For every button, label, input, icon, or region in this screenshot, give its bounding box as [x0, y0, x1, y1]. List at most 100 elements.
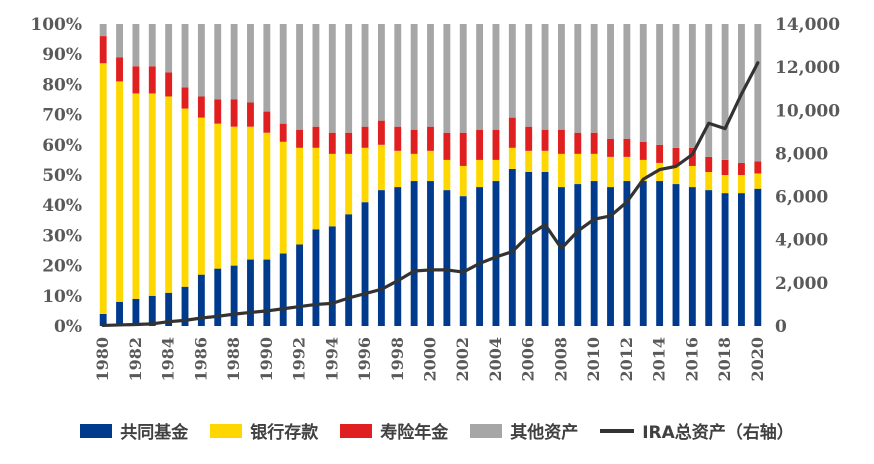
bar-mutual-funds-2007: [541, 171, 549, 326]
ira-point-2014: [659, 169, 661, 171]
ira-point-2010: [593, 218, 595, 220]
bar-mutual-funds-2012: [623, 181, 631, 326]
bar-other-assets-1991: [279, 24, 287, 124]
bar-bank-deposits-2008: [557, 153, 565, 188]
bar-bank-deposits-2011: [607, 156, 614, 188]
ira-point-2009: [577, 230, 579, 232]
bar-mutual-funds-2002: [459, 196, 467, 326]
bar-other-assets-1994: [328, 24, 336, 133]
ira-point-1982: [135, 323, 137, 326]
bar-life-insurance-2001: [443, 132, 451, 160]
bar-mutual-funds-2011: [607, 187, 614, 326]
y-left-tick-label: 60%: [42, 136, 82, 156]
bar-bank-deposits-2006: [525, 150, 533, 172]
x-tick-label: 2016: [682, 337, 701, 382]
bar-bank-deposits-1999: [410, 153, 418, 182]
bar-mutual-funds-2014: [656, 181, 664, 326]
ira-point-2006: [528, 234, 530, 236]
x-tick-label: 2014: [650, 337, 669, 382]
x-tick-label: 2002: [453, 337, 472, 382]
bar-life-insurance-2011: [607, 138, 614, 157]
bar-life-insurance-2020: [754, 161, 762, 174]
bar-mutual-funds-2003: [476, 187, 484, 326]
bar-bank-deposits-1992: [296, 147, 304, 245]
bar-other-assets-2017: [705, 24, 713, 157]
bar-bank-deposits-2004: [492, 159, 500, 182]
bar-bank-deposits-1983: [148, 93, 156, 296]
legend-label-mutual-funds: 共同基金: [120, 423, 189, 443]
bar-life-insurance-2002: [459, 132, 467, 166]
bar-mutual-funds-2006: [525, 171, 533, 326]
ira-point-2005: [511, 250, 513, 253]
legend-item-mutual-funds: 共同基金: [80, 418, 188, 443]
y-left-tick-label: 20%: [42, 257, 82, 277]
bar-other-assets-2003: [476, 24, 484, 130]
x-tick-label: 1992: [290, 337, 309, 382]
ira-point-2007: [544, 224, 546, 226]
ira-point-1998: [397, 280, 399, 282]
bar-life-insurance-1985: [181, 87, 189, 109]
ira-point-2017: [708, 122, 710, 124]
bar-life-insurance-1982: [132, 66, 140, 94]
bar-life-insurance-2018: [721, 159, 729, 175]
y-right-tick-label: 0: [775, 317, 787, 337]
bar-mutual-funds-2009: [574, 184, 582, 326]
legend-item-life-insurance: 寿险年金: [340, 418, 448, 443]
bar-other-assets-1980: [99, 24, 107, 37]
bar-other-assets-2012: [623, 24, 631, 139]
x-tick-label: 1998: [388, 337, 407, 382]
x-tick-label: 2000: [421, 337, 440, 382]
bar-bank-deposits-1997: [377, 144, 385, 191]
ira-point-2018: [724, 128, 726, 130]
bar-mutual-funds-1999: [410, 181, 418, 326]
bar-bank-deposits-1981: [116, 81, 123, 302]
bar-bank-deposits-2012: [623, 156, 631, 182]
bar-life-insurance-2017: [705, 156, 713, 172]
ira-point-1984: [168, 321, 170, 323]
bar-mutual-funds-1984: [165, 292, 173, 326]
bar-mutual-funds-1993: [312, 229, 320, 326]
bar-mutual-funds-1987: [214, 268, 222, 326]
bar-other-assets-1987: [214, 24, 222, 100]
bar-life-insurance-2015: [672, 147, 680, 166]
bar-other-assets-1985: [181, 24, 189, 88]
bar-bank-deposits-2016: [688, 165, 696, 188]
y-right-tick-label: 8,000: [775, 144, 828, 164]
bar-other-assets-2006: [525, 24, 533, 127]
bar-bank-deposits-1986: [197, 117, 205, 275]
bar-mutual-funds-2019: [738, 193, 745, 326]
bar-life-insurance-1995: [345, 132, 353, 154]
y-left-tick-label: 80%: [42, 75, 82, 95]
bar-life-insurance-1996: [361, 126, 369, 148]
y-right-tick-label: 14,000: [775, 15, 840, 35]
legend-swatch-life-insurance: [340, 423, 373, 438]
bar-other-assets-2008: [557, 24, 565, 130]
ira-point-1994: [331, 302, 333, 304]
bar-other-assets-2020: [754, 24, 762, 162]
ira-point-1986: [200, 317, 202, 319]
bar-bank-deposits-1996: [361, 147, 369, 203]
bar-other-assets-1998: [394, 24, 402, 127]
bar-mutual-funds-2000: [427, 181, 434, 326]
bar-bank-deposits-1995: [345, 153, 353, 215]
x-tick-label: 2004: [486, 337, 505, 382]
bar-life-insurance-1981: [116, 57, 123, 82]
bar-other-assets-1986: [197, 24, 205, 97]
y-right-tick-label: 12,000: [775, 58, 840, 78]
bar-life-insurance-2005: [508, 117, 516, 148]
legend-label-other-assets: 其他资产: [510, 423, 579, 443]
ira-point-2012: [626, 201, 628, 203]
y-right-tick-label: 6,000: [775, 188, 828, 208]
x-tick-label: 1996: [355, 337, 374, 382]
bar-mutual-funds-2008: [557, 187, 565, 326]
bar-life-insurance-1993: [312, 126, 320, 148]
ira-point-1997: [380, 288, 382, 290]
bar-bank-deposits-1984: [165, 96, 173, 293]
bar-bank-deposits-2017: [705, 171, 713, 191]
bar-bank-deposits-1982: [132, 93, 140, 299]
ira-point-2013: [642, 178, 644, 180]
legend-label-bank-deposits: 银行存款: [250, 423, 319, 443]
legend-swatch-other-assets: [470, 423, 503, 438]
bar-mutual-funds-1982: [132, 298, 140, 326]
legend-swatch-bank-deposits: [210, 423, 243, 438]
